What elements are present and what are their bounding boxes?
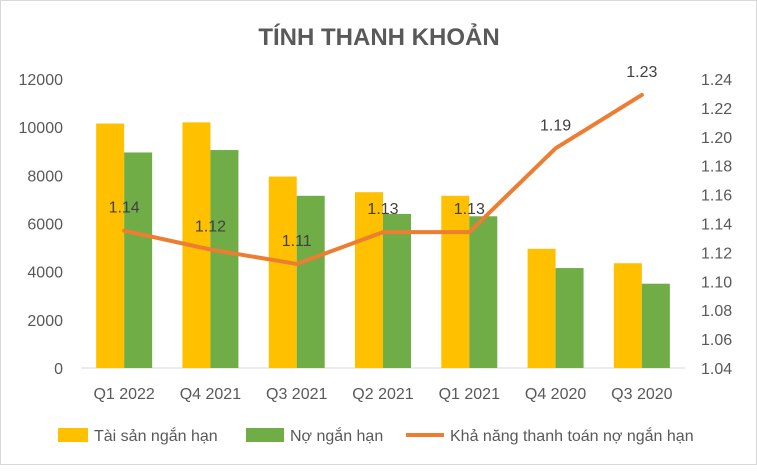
line-data-label: 1.12 — [195, 219, 226, 236]
bar-tai-san-ngan-han — [268, 176, 297, 368]
y-right-tick-label: 1.18 — [701, 159, 732, 176]
y-right-tick-label: 1.24 — [701, 72, 732, 89]
y-right-tick-label: 1.20 — [701, 130, 732, 147]
y-right-tick-label: 1.14 — [701, 217, 732, 234]
y-left-tick-label: 4000 — [27, 265, 63, 282]
y-left-tick-label: 12000 — [19, 72, 64, 89]
y-left-tick-label: 10000 — [19, 120, 64, 137]
y-right-tick-label: 1.06 — [701, 332, 732, 349]
bar-tai-san-ngan-han — [441, 195, 470, 368]
y-left-tick-label: 6000 — [27, 217, 63, 234]
x-tick-label: Q2 2021 — [352, 386, 413, 403]
legend-swatch-bar — [58, 428, 88, 442]
legend-label: Khả năng thanh toán nợ ngắn hạn — [450, 426, 694, 445]
y-left-tick-label: 2000 — [27, 313, 63, 330]
x-tick-label: Q1 2021 — [439, 386, 500, 403]
line-data-label: 1.14 — [109, 200, 140, 217]
y-right-tick-label: 1.16 — [701, 188, 732, 205]
bar-tai-san-ngan-han — [613, 263, 642, 368]
y-left-tick-label: 8000 — [27, 168, 63, 185]
y-right-tick-label: 1.22 — [701, 101, 732, 118]
x-tick-label: Q3 2021 — [266, 386, 327, 403]
bar-no-ngan-han — [296, 195, 325, 368]
line-kha-nang-thanh-toan — [122, 92, 644, 266]
bar-no-ngan-han — [555, 268, 584, 368]
chart-title: TÍNH THANH KHOẢN — [258, 22, 499, 51]
legend-label: Tài sản ngắn hạn — [94, 426, 218, 445]
x-tick-label: Q4 2020 — [525, 386, 586, 403]
y-right-tick-label: 1.04 — [701, 361, 732, 378]
legend-swatch-bar — [246, 428, 284, 442]
bar-no-ngan-han — [124, 152, 153, 368]
bar-no-ngan-han — [210, 150, 239, 368]
y-right-tick-label: 1.12 — [701, 245, 732, 262]
bar-tai-san-ngan-han — [96, 123, 125, 368]
line-data-label: 1.23 — [626, 64, 657, 81]
bar-no-ngan-han — [641, 283, 670, 368]
y-left-tick-label: 0 — [54, 361, 63, 378]
bar-no-ngan-han — [383, 213, 411, 368]
y-right-tick-label: 1.10 — [701, 274, 732, 291]
line-data-label: 1.13 — [454, 201, 485, 218]
y-right-tick-label: 1.08 — [701, 303, 732, 320]
bar-no-ngan-han — [469, 216, 498, 368]
line-data-label: 1.11 — [282, 233, 312, 250]
x-tick-label: Q1 2022 — [93, 386, 154, 403]
x-tick-label: Q4 2021 — [180, 386, 241, 403]
x-tick-label: Q3 2020 — [611, 386, 672, 403]
bar-tai-san-ngan-han — [527, 248, 556, 368]
line-data-label: 1.19 — [540, 117, 571, 134]
line-data-label: 1.13 — [367, 201, 398, 218]
legend-label: Nợ ngắn hạn — [290, 426, 383, 445]
bar-tai-san-ngan-han — [355, 192, 383, 368]
